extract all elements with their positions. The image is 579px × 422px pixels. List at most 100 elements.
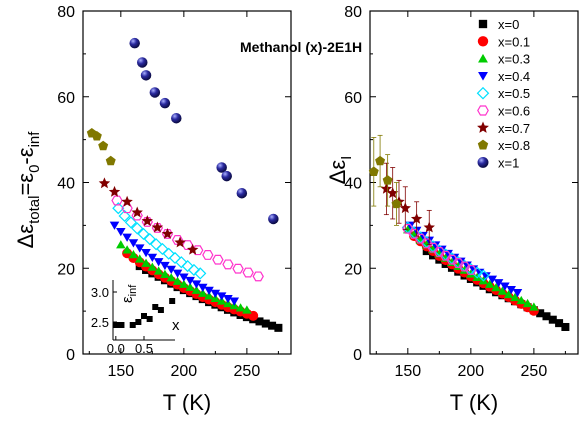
left-x-tick-label: 250 [234,363,261,380]
left-point-x-0 [268,321,277,330]
inset-y-title-subscript: inf [127,284,139,297]
left-point-x-1 [159,97,171,109]
left-point-x-0p3 [204,291,214,300]
left-point-x-0p4 [172,269,183,278]
left-point-x-0p4 [141,249,151,258]
left-x-tick-label: 200 [170,363,197,380]
right-point-x-0p3 [522,298,533,308]
right-y-tick-label: 60 [344,90,362,107]
left-point-x-0p7 [121,195,133,207]
left-point-x-0p3 [122,245,132,254]
left-point-x-0p6 [222,259,234,270]
left-tick-labels: 150 200 250 0 20 40 60 80 [57,4,260,380]
left-point-x-0p5 [156,242,169,256]
right-point-x-0p3 [510,292,520,302]
left-point-x-1 [171,112,182,124]
legend-label: x=0 [498,17,519,32]
left-point-x-0p6 [252,271,264,282]
left-point-x-1 [268,213,279,225]
left-y-title-part-3: =ε [13,173,38,196]
right-point-x-0p3 [466,269,476,278]
left-point-x-0p7 [161,227,174,239]
left-point-x-0p3 [191,285,202,294]
left-y-title-part-2: total [26,196,43,224]
legend-marker-x-0p4 [478,72,488,81]
right-point-x-0p7 [410,212,423,224]
right-y-title-part-2: I [338,156,355,160]
left-point-x-0p4 [147,253,158,263]
legend-marker-x-0p6 [477,105,489,116]
right-point-x-0p8 [382,175,393,185]
legend-marker-x-0 [478,19,488,29]
right-point-x-0p4 [512,288,523,298]
left-y-tick-label: 60 [57,90,75,107]
inset-chart: 0.0 0.5 2.5 3.0 εinf x [91,280,180,356]
legend-label: x=0.3 [498,52,530,67]
legend-label: x=0.4 [498,69,530,84]
left-point-x-1 [149,87,161,98]
right-point-x-0p3 [503,289,514,299]
inset-x-tick-label: 0.0 [107,341,125,356]
left-data-points [86,37,283,332]
right-y-title: ΔεI [325,156,355,185]
left-point-x-0p4 [160,261,170,271]
right-point-x-0p8 [391,198,402,209]
left-plot-frame [82,10,292,355]
legend-label: x=0.6 [498,104,530,119]
left-point-x-0p6 [161,229,174,239]
left-point-x-0p4 [109,221,120,230]
left-point-x-1 [221,170,232,182]
left-point-x-1 [216,162,227,173]
left-point-x-0p6 [111,195,123,206]
inset-y-tick-label: 2.5 [91,315,109,330]
right-point-x-0 [536,309,545,318]
right-y-tick-label: 20 [344,261,362,278]
left-y-title-part-1: Δε [13,224,38,249]
right-point-x-0p6 [414,233,427,244]
right-x-tick-label: 250 [521,363,548,380]
right-point-x-0p6 [427,242,439,253]
left-point-x-0p5 [175,256,188,269]
left-point-x-0p3 [147,262,158,271]
right-y-tick-label: 0 [353,347,362,364]
right-point-x-0p4 [456,257,466,266]
left-point-x-0p4 [191,280,202,289]
right-point-x-0p6 [439,250,452,261]
left-point-x-0p3 [141,258,151,267]
left-point-x-0p4 [210,289,221,299]
left-point-x-0p7 [108,185,121,197]
left-point-x-0p6 [141,217,153,227]
left-y-tick-label: 80 [57,4,75,21]
legend-label: x=0.8 [498,138,530,153]
left-point-x-0 [261,319,270,328]
left-point-x-0p4 [166,265,177,275]
right-point-x-0p4 [487,275,498,284]
left-point-x-0p4 [153,258,164,267]
inset-y-title: εinf [119,284,139,303]
left-point-x-0p4 [223,294,233,304]
left-point-x-0p6 [151,223,164,233]
right-point-x-0p7 [399,202,411,214]
right-x-tick-label: 200 [457,363,484,380]
left-point-x-0p5 [194,267,207,280]
left-point-x-0p7 [174,236,186,248]
right-panel: 150 200 250 0 20 40 60 80 T (K) ΔεI [325,4,579,415]
legend-marker-x-0p7 [477,121,489,133]
inset-point [141,313,147,319]
left-point-x-1 [236,187,248,199]
inset-point [169,298,176,304]
legend-marker-x-0p1 [477,36,489,47]
left-x-tick-label: 150 [107,363,134,380]
right-point-x-0 [548,315,557,324]
left-point-x-0p3 [134,254,145,263]
right-plot-frame [369,10,579,355]
left-point-x-0p3 [235,303,246,312]
right-point-x-0p3 [491,283,501,292]
legend-marker-x-0p3 [478,53,488,63]
left-point-x-0p4 [128,239,139,248]
legend-label: x=1 [498,155,519,170]
left-point-x-0p7 [98,177,111,189]
left-point-x-0p7 [186,243,199,255]
right-point-x-0 [542,312,551,321]
